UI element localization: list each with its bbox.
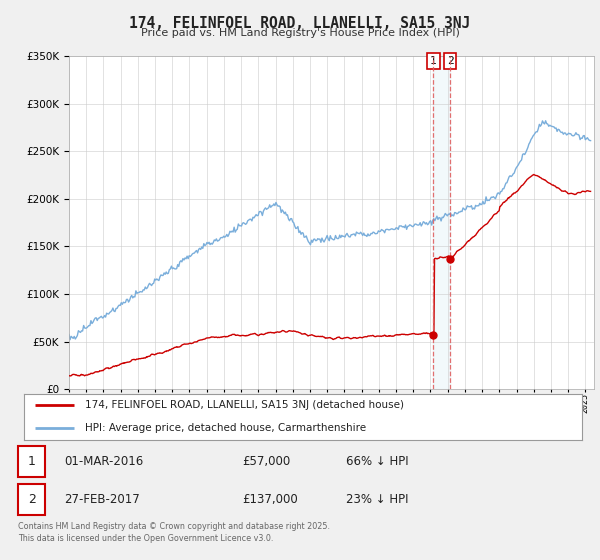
Text: 174, FELINFOEL ROAD, LLANELLI, SA15 3NJ (detached house): 174, FELINFOEL ROAD, LLANELLI, SA15 3NJ … — [85, 400, 404, 410]
Text: 01-MAR-2016: 01-MAR-2016 — [64, 455, 143, 468]
FancyBboxPatch shape — [18, 484, 46, 515]
Text: £57,000: £57,000 — [242, 455, 290, 468]
FancyBboxPatch shape — [18, 446, 46, 477]
Text: £137,000: £137,000 — [242, 493, 298, 506]
Text: 1: 1 — [430, 56, 437, 66]
Text: 27-FEB-2017: 27-FEB-2017 — [64, 493, 140, 506]
Text: 66% ↓ HPI: 66% ↓ HPI — [346, 455, 409, 468]
Bar — [433, 56, 450, 389]
Text: Price paid vs. HM Land Registry's House Price Index (HPI): Price paid vs. HM Land Registry's House … — [140, 28, 460, 38]
Text: 2: 2 — [28, 493, 35, 506]
Text: 23% ↓ HPI: 23% ↓ HPI — [346, 493, 409, 506]
Text: 1: 1 — [28, 455, 35, 468]
Text: 2: 2 — [447, 56, 454, 66]
Text: HPI: Average price, detached house, Carmarthenshire: HPI: Average price, detached house, Carm… — [85, 423, 367, 433]
Text: Contains HM Land Registry data © Crown copyright and database right 2025.
This d: Contains HM Land Registry data © Crown c… — [18, 522, 330, 543]
Text: 174, FELINFOEL ROAD, LLANELLI, SA15 3NJ: 174, FELINFOEL ROAD, LLANELLI, SA15 3NJ — [130, 16, 470, 31]
